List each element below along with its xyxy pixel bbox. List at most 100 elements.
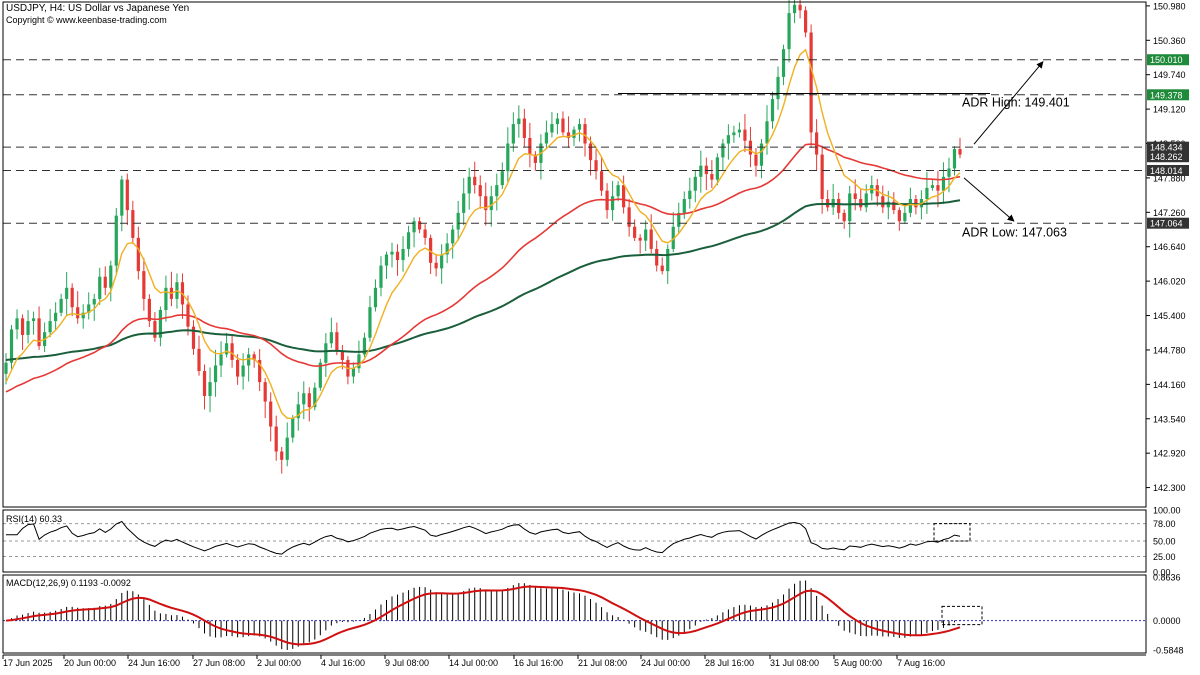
candle-body — [577, 124, 582, 130]
macd-frame — [2, 574, 1147, 654]
candle-body — [561, 118, 565, 133]
time-tick-label: 7 Aug 16:00 — [897, 658, 945, 668]
price-frame — [2, 1, 1147, 508]
price-level-label: 148.262 — [1150, 152, 1183, 162]
candle-body — [197, 348, 201, 372]
candle-body — [395, 251, 400, 261]
rsi-tick-label: 0.00 — [1153, 568, 1171, 578]
candle-body — [770, 99, 775, 122]
candle-body — [406, 232, 411, 249]
candle-body — [837, 199, 841, 213]
price-tick-label: 142.300 — [1153, 483, 1186, 493]
price-pane: 142.300 142.920 143.540 144.160 144.780 145.4… — [3, 0, 1189, 493]
candle-body — [318, 362, 322, 388]
candle-body — [4, 362, 8, 374]
price-tick-label: 143.540 — [1153, 414, 1186, 424]
candle-body — [743, 129, 747, 141]
candle-body — [340, 351, 344, 360]
candle-body — [401, 248, 405, 261]
adr-high-label: ADR High: 149.401 — [962, 96, 1070, 110]
candle-body — [809, 32, 813, 133]
candle-body — [859, 199, 863, 208]
candle-body — [594, 160, 598, 172]
candle-body — [622, 185, 626, 208]
candle-body — [754, 154, 758, 166]
candle-body — [429, 237, 433, 263]
candle-body — [952, 149, 957, 169]
price-tick-label: 146.640 — [1153, 242, 1186, 252]
candle-body — [655, 248, 659, 266]
candle-body — [423, 229, 427, 238]
candle-body — [726, 135, 730, 144]
candle-body — [147, 298, 151, 322]
candle-body — [495, 185, 499, 197]
candle-body — [666, 248, 670, 272]
candle-body — [158, 309, 163, 338]
candle-body — [759, 143, 764, 166]
candle-body — [792, 4, 797, 14]
candle-body — [693, 176, 697, 191]
candle-body — [70, 287, 74, 308]
time-tick-label: 9 Jul 08:00 — [385, 658, 429, 668]
candle-body — [280, 451, 284, 460]
candle-body — [704, 165, 708, 175]
time-tick-label: 14 Jul 00:00 — [449, 658, 498, 668]
candle-body — [550, 124, 554, 133]
candle-body — [440, 254, 444, 269]
candle-body — [473, 176, 477, 186]
candle-body — [484, 196, 488, 211]
candle-body — [947, 168, 951, 177]
macd-highlight-box — [941, 605, 983, 626]
macd-title: MACD(12,26,9) 0.1193 -0.0092 — [6, 578, 131, 588]
candle-body — [732, 132, 736, 136]
candle-body — [638, 237, 642, 241]
time-tick-label: 20 Jun 00:00 — [64, 658, 116, 668]
price-level-label: 149.378 — [1150, 90, 1183, 100]
time-tick-label: 16 Jul 16:00 — [514, 658, 563, 668]
price-tick-label: 149.740 — [1153, 70, 1186, 80]
rsi-pane: 100.00 78.00 50.00 25.00 0.00 — [3, 506, 1181, 578]
candle-body — [164, 287, 168, 310]
candle-body — [737, 129, 742, 133]
price-level-tag — [1147, 141, 1189, 153]
price-level-tag — [1147, 54, 1189, 66]
candle-body — [269, 401, 273, 427]
macd-signal-line — [5, 585, 961, 646]
candle-body — [31, 318, 36, 322]
price-level-label: 147.064 — [1150, 219, 1183, 229]
price-level-tag — [1147, 151, 1189, 163]
macd-tick-label: -0.5848 — [1153, 646, 1184, 656]
candle-body — [109, 265, 113, 288]
candle-body — [384, 254, 389, 266]
candle-body — [76, 307, 80, 319]
time-tick-label: 31 Jul 08:00 — [770, 658, 819, 668]
candle-body — [864, 193, 868, 208]
candle-body — [660, 265, 664, 272]
candle-body — [335, 332, 339, 352]
candle-body — [379, 265, 383, 288]
candle-body — [798, 4, 802, 11]
time-axis: 17 Jun 2025 20 Jun 00:00 24 Jun 16:00 27 Ju… — [2, 654, 1146, 668]
copyright-text: Copyright © www.keenbase-trading.com — [6, 15, 167, 25]
candle-body — [241, 365, 245, 377]
candle-body — [213, 365, 218, 383]
candle-body — [230, 343, 234, 360]
candle-body — [236, 359, 240, 377]
arrow-down — [963, 177, 1015, 222]
time-tick-label: 27 Jun 08:00 — [193, 658, 245, 668]
candle-body — [897, 210, 901, 222]
candle-body — [478, 185, 482, 197]
candle-body — [142, 271, 146, 299]
candle-body — [412, 221, 416, 233]
candle-body — [522, 118, 526, 138]
candle-body — [633, 226, 637, 238]
candle-body — [59, 298, 63, 313]
candle-body — [285, 437, 289, 460]
candle-body — [688, 190, 692, 200]
candle-body — [462, 193, 466, 213]
candle-body — [208, 382, 212, 397]
candle-body — [853, 193, 857, 200]
candle-body — [627, 207, 631, 227]
candle-body — [925, 187, 929, 200]
candle-body — [533, 154, 537, 163]
